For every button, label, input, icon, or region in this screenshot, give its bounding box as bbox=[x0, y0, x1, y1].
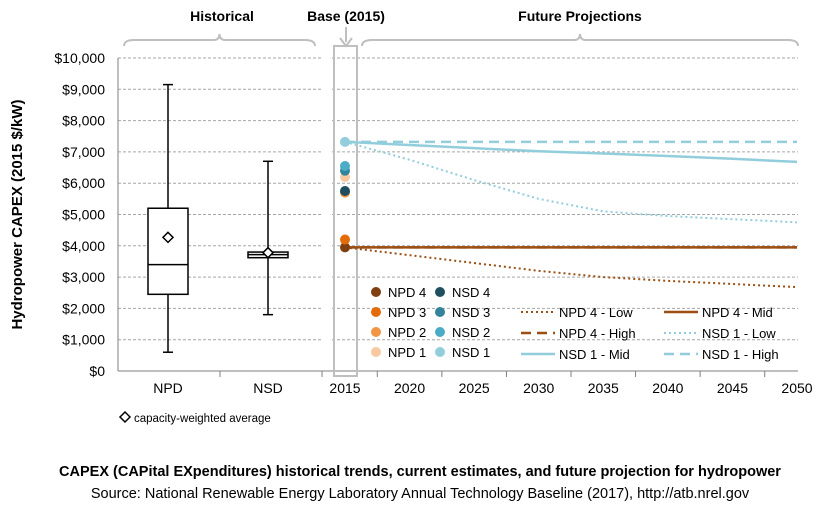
future-bracket bbox=[361, 33, 799, 47]
base-year-points bbox=[340, 136, 350, 253]
point-nsd-2 bbox=[340, 160, 350, 171]
y-tick-label: $7,000 bbox=[62, 144, 105, 160]
series-nsd-1-mid bbox=[344, 140, 798, 164]
y-tick-label: $9,000 bbox=[62, 81, 105, 97]
y-tick-label: $10,000 bbox=[54, 50, 105, 66]
legend: capacity-weighted average NPD 4 NPD 3 NPD 2… bbox=[118, 285, 779, 425]
legend-label: NSD 1 - Low bbox=[702, 326, 776, 341]
historical-boxplots bbox=[147, 83, 289, 353]
legend-marker-nsd-3 bbox=[435, 307, 445, 317]
legend-label: NPD 4 - Low bbox=[559, 305, 633, 320]
x-tick-label: 2040 bbox=[652, 380, 683, 396]
section-brackets: Historical Base (2015) Future Projections bbox=[123, 8, 799, 377]
future-label: Future Projections bbox=[518, 8, 642, 24]
x-tick-label: 2030 bbox=[523, 380, 554, 396]
point-nsd-1 bbox=[340, 136, 350, 147]
y-tick-label: $8,000 bbox=[62, 113, 105, 129]
series-npd-4-low bbox=[344, 246, 798, 289]
legend-label: NPD 4 bbox=[388, 285, 426, 300]
y-tick-label: $2,000 bbox=[62, 300, 105, 316]
x-tick-label: 2045 bbox=[717, 380, 748, 396]
average-legend-marker bbox=[118, 410, 132, 424]
historical-label: Historical bbox=[190, 8, 254, 24]
x-tick-label: 2035 bbox=[588, 380, 619, 396]
legend-label: NPD 4 - High bbox=[559, 326, 636, 341]
y-tick-label: $5,000 bbox=[62, 207, 105, 223]
base-arrow-head bbox=[339, 37, 353, 48]
x-tick-label: 2025 bbox=[459, 380, 490, 396]
legend-marker-nsd-4 bbox=[435, 287, 445, 297]
legend-label: NPD 1 bbox=[388, 345, 426, 360]
category-label: NPD bbox=[153, 380, 183, 396]
legend-label: NSD 1 bbox=[452, 345, 490, 360]
legend-label: NSD 4 bbox=[452, 285, 490, 300]
legend-marker-npd-2 bbox=[371, 327, 381, 337]
legend-label: NPD 3 bbox=[388, 305, 426, 320]
point-nsd-4 bbox=[340, 186, 350, 197]
projection-lines bbox=[344, 140, 798, 289]
y-tick-label: $0 bbox=[89, 363, 105, 379]
base-label: Base (2015) bbox=[307, 8, 385, 24]
legend-label: NPD 4 - Mid bbox=[702, 305, 773, 320]
point-npd-4 bbox=[340, 242, 350, 253]
box-npd bbox=[147, 207, 189, 296]
legend-label: NPD 2 bbox=[388, 325, 426, 340]
axes: $0 $1,000 $2,000 $3,000 $4,000 $5,000 $6,000 $7… bbox=[9, 50, 813, 396]
legend-marker-npd-3 bbox=[371, 307, 381, 317]
legend-label: NSD 3 bbox=[452, 305, 490, 320]
legend-marker-npd-4 bbox=[371, 287, 381, 297]
y-tick-label: $1,000 bbox=[62, 332, 105, 348]
legend-marker-nsd-1 bbox=[435, 347, 445, 357]
y-tick-label: $6,000 bbox=[62, 175, 105, 191]
base-year-box bbox=[333, 45, 358, 377]
legend-marker-npd-1 bbox=[371, 347, 381, 357]
legend-label: NSD 1 - High bbox=[702, 347, 779, 362]
average-marker bbox=[261, 246, 275, 259]
average-legend-label: capacity-weighted average bbox=[134, 413, 271, 425]
legend-label: NSD 2 bbox=[452, 325, 490, 340]
series-nsd-1-low bbox=[344, 140, 798, 224]
figure-caption-source: Source: National Renewable Energy Labora… bbox=[90, 486, 750, 502]
category-label: NSD bbox=[253, 380, 283, 396]
y-axis-label: Hydropower CAPEX (2015 $/kW) bbox=[9, 99, 26, 329]
x-tick-label: 2015 bbox=[329, 380, 360, 396]
gridlines bbox=[118, 57, 798, 341]
historical-bracket bbox=[123, 33, 316, 47]
y-tick-label: $3,000 bbox=[62, 269, 105, 285]
x-tick-label: 2050 bbox=[781, 380, 812, 396]
y-tick-label: $4,000 bbox=[62, 238, 105, 254]
point-npd-3 bbox=[340, 234, 350, 245]
legend-marker-nsd-2 bbox=[435, 327, 445, 337]
figure-caption-title: CAPEX (CAPital EXpenditures) historical … bbox=[59, 464, 781, 480]
average-marker bbox=[161, 231, 175, 244]
x-tick-label: 2020 bbox=[394, 380, 425, 396]
legend-label: NSD 1 - Mid bbox=[559, 347, 630, 362]
capex-chart: $0 $1,000 $2,000 $3,000 $4,000 $5,000 $6,000 $7… bbox=[9, 8, 813, 425]
